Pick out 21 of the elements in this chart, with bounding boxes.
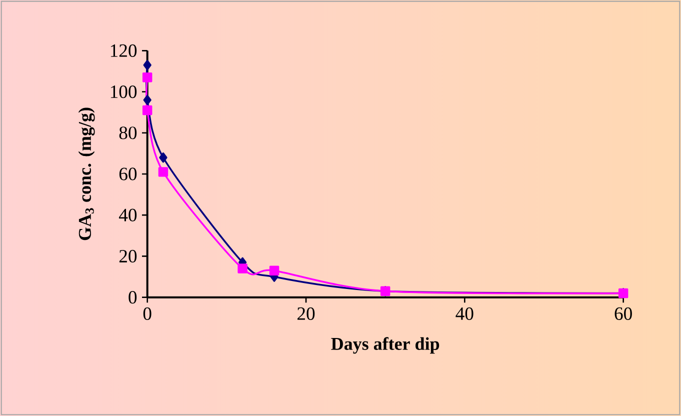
point — [158, 167, 168, 177]
x-tick-label: 0 — [143, 307, 152, 320]
point — [238, 264, 248, 274]
y-tick-label: 80 — [119, 126, 137, 140]
point — [143, 94, 152, 106]
y-tick-label: 120 — [110, 44, 137, 57]
x-tick-label: 20 — [297, 307, 315, 320]
point — [269, 266, 280, 276]
x-tick-label: 60 — [614, 307, 632, 320]
point — [142, 105, 152, 116]
point — [142, 72, 152, 82]
y-axis-title: GA$_{3}$ conc. (mg/g) — [78, 108, 95, 240]
point — [143, 60, 152, 70]
y-tick-label: 0 — [128, 291, 137, 304]
y-tick-label: 100 — [110, 85, 137, 98]
x-axis-title: Days after dip — [331, 337, 440, 354]
x-tick-label: 40 — [456, 307, 474, 320]
point — [159, 152, 168, 163]
y-tick-label: 40 — [118, 208, 137, 222]
y-tick-label: 60 — [119, 168, 137, 180]
y-tick-label: 20 — [119, 250, 137, 263]
